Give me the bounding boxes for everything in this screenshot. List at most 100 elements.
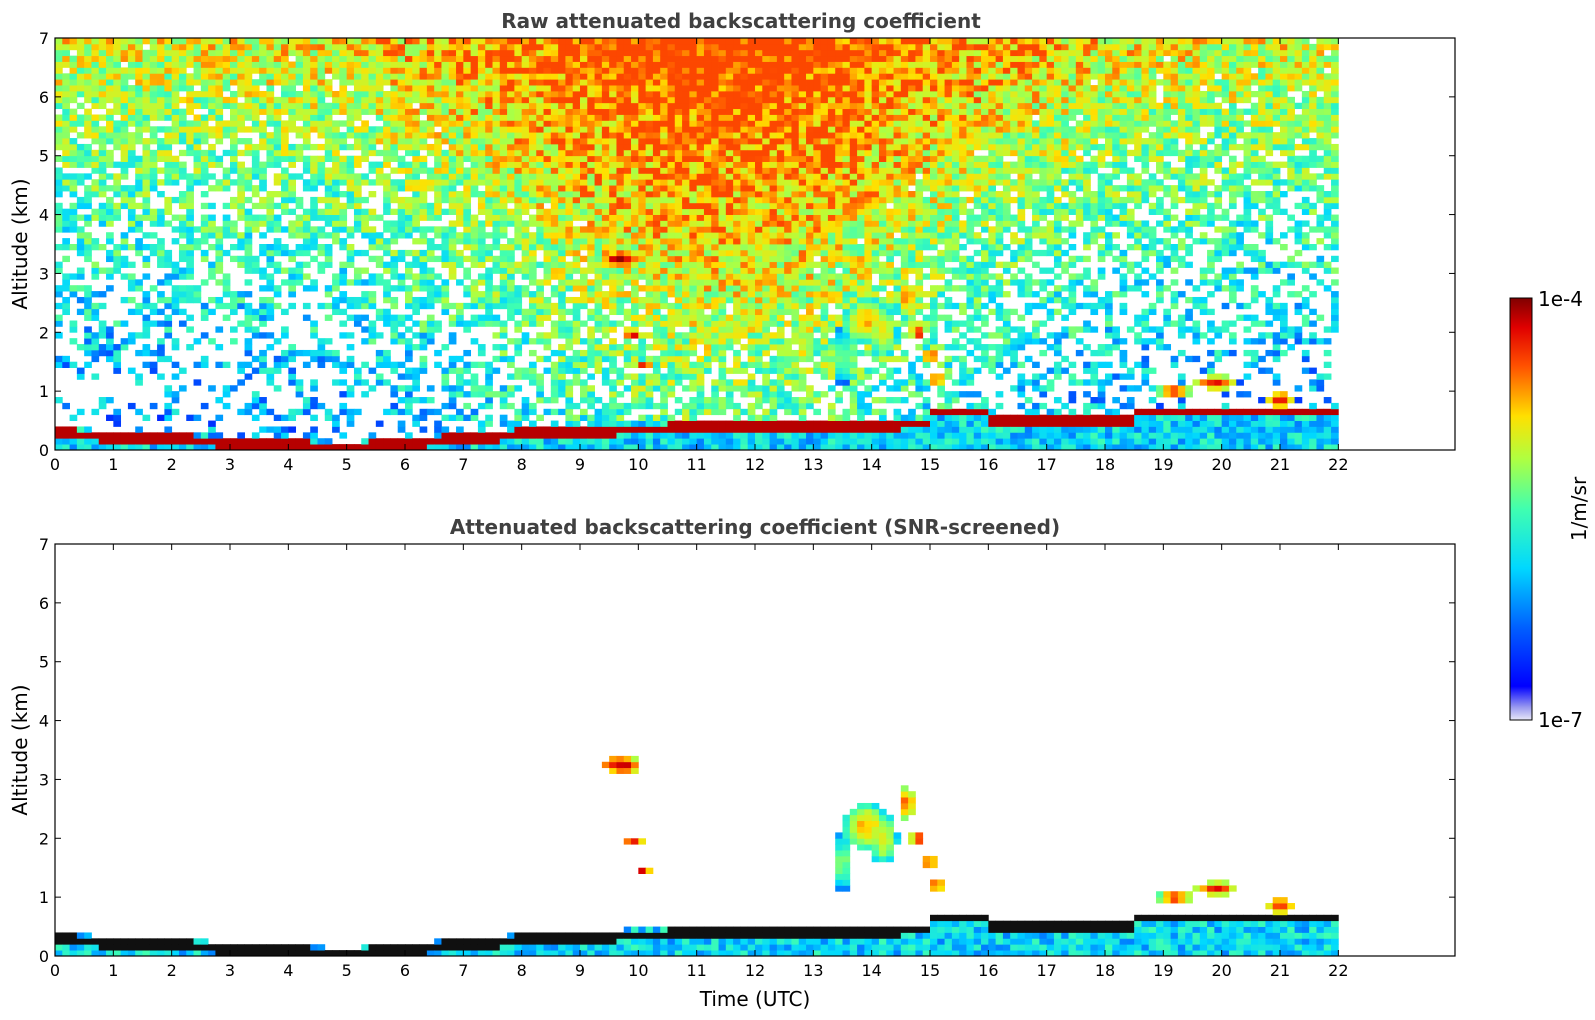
heatmap-cell (674, 120, 683, 127)
heatmap-cell (470, 191, 479, 198)
heatmap-cell (528, 279, 537, 286)
heatmap-cell (682, 155, 690, 162)
heatmap-cell (295, 49, 304, 57)
heatmap-cell (273, 291, 282, 298)
heatmap-cell (259, 438, 267, 445)
heatmap-cell (623, 143, 632, 151)
heatmap-cell (507, 120, 515, 127)
heatmap-cell (558, 143, 566, 151)
heatmap-cell (332, 155, 340, 162)
heatmap-cell (616, 108, 625, 115)
heatmap-cell (251, 438, 260, 445)
heatmap-cell (310, 332, 318, 339)
heatmap-cell (98, 220, 107, 227)
heatmap-cell (616, 420, 625, 427)
heatmap-cell (281, 326, 289, 333)
heatmap-cell (703, 149, 712, 157)
heatmap-cell (536, 38, 544, 45)
heatmap-cell (645, 214, 654, 221)
heatmap-cell (747, 308, 756, 316)
heatmap-cell (667, 279, 676, 286)
heatmap-cell (383, 120, 391, 127)
heatmap-cell (550, 102, 559, 110)
heatmap-cell (405, 196, 413, 204)
heatmap-cell (288, 108, 297, 115)
heatmap-cell (383, 43, 391, 51)
heatmap-cell (368, 279, 377, 286)
heatmap-cell (106, 126, 114, 133)
heatmap-cell (171, 108, 180, 115)
heatmap-cell (69, 85, 78, 92)
heatmap-cell (339, 291, 348, 298)
heatmap-cell (441, 385, 450, 392)
heatmap-cell (725, 338, 734, 345)
heatmap-cell (631, 185, 639, 192)
heatmap-cell (645, 238, 654, 245)
heatmap-cell (572, 373, 581, 380)
heatmap-cell (652, 79, 661, 86)
heatmap-cell (631, 96, 639, 104)
heatmap-cell (580, 90, 588, 98)
heatmap-cell (558, 385, 566, 392)
heatmap-cell (164, 43, 173, 51)
heatmap-cell (514, 414, 523, 421)
heatmap-cell (375, 420, 384, 427)
heatmap-cell (317, 79, 326, 86)
heatmap-cell (149, 173, 158, 180)
heatmap-cell (733, 285, 741, 292)
heatmap-cell (419, 49, 428, 57)
heatmap-cell (703, 43, 712, 51)
heatmap-cell (157, 96, 165, 104)
heatmap-cell (106, 185, 114, 192)
heatmap-cell (324, 143, 333, 151)
heatmap-cell (725, 196, 734, 204)
heatmap-cell (580, 267, 588, 274)
heatmap-cell (601, 291, 610, 298)
heatmap-cell (324, 291, 333, 298)
heatmap-cell (339, 444, 348, 451)
heatmap-cell (171, 67, 180, 74)
heatmap-cell (288, 38, 297, 45)
heatmap-cell (361, 67, 369, 74)
heatmap-cell (696, 102, 705, 110)
heatmap-cell (200, 220, 209, 227)
heatmap-cell (514, 179, 523, 186)
heatmap-cell (514, 291, 523, 298)
heatmap-cell (324, 414, 333, 421)
heatmap-cell (660, 67, 668, 74)
heatmap-cell (383, 226, 391, 233)
heatmap-cell (580, 43, 588, 51)
heatmap-cell (456, 279, 464, 286)
heatmap-cell (244, 185, 253, 192)
heatmap-cell (186, 267, 194, 274)
heatmap-cell (193, 90, 202, 98)
heatmap-cell (164, 273, 173, 280)
heatmap-cell (609, 179, 617, 186)
heatmap-cell (186, 96, 194, 104)
heatmap-cell (222, 391, 231, 398)
heatmap-cell (317, 173, 326, 180)
heatmap-cell (405, 261, 413, 268)
heatmap-cell (711, 320, 719, 327)
heatmap-cell (477, 90, 486, 98)
heatmap-cell (106, 108, 114, 115)
heatmap-cell (682, 138, 690, 145)
heatmap-cell (113, 349, 122, 357)
heatmap-cell (616, 85, 625, 92)
heatmap-cell (660, 120, 668, 127)
heatmap-cell (215, 414, 224, 421)
heatmap-cell (171, 444, 180, 451)
heatmap-cell (434, 420, 442, 427)
heatmap-cell (696, 132, 705, 139)
heatmap-cell (412, 296, 420, 304)
heatmap-cell (273, 179, 282, 186)
heatmap-cell (62, 126, 70, 133)
heatmap-cell (448, 391, 457, 398)
heatmap-cell (674, 173, 683, 180)
heatmap-cell (718, 296, 727, 304)
heatmap-cell (689, 73, 698, 80)
heatmap-cell (361, 291, 369, 298)
heatmap-cell (426, 244, 435, 251)
heatmap-cell (587, 90, 595, 98)
heatmap-cell (456, 55, 464, 62)
